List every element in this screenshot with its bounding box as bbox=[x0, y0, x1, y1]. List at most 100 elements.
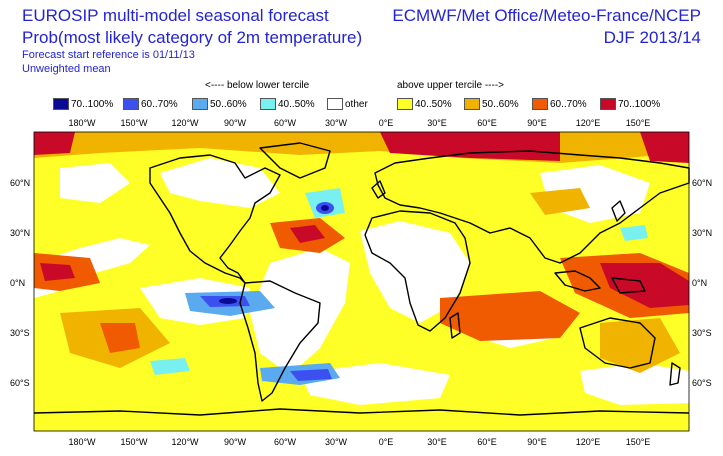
legend-item: 40..50% bbox=[397, 97, 452, 111]
warm-region bbox=[530, 188, 590, 215]
indonesia-coastline bbox=[554, 270, 601, 292]
lon-label: 90°W bbox=[224, 437, 247, 447]
lat-label: 60°N bbox=[10, 178, 30, 188]
legend-label: 40..50% bbox=[278, 98, 315, 110]
hot-region bbox=[40, 263, 75, 281]
warm-region bbox=[440, 291, 580, 341]
warm-region bbox=[100, 323, 140, 353]
madagascar-coastline bbox=[449, 312, 461, 339]
white-region bbox=[360, 221, 470, 323]
legend-swatch bbox=[464, 98, 480, 110]
legend-item: 70..100% bbox=[600, 97, 660, 111]
british-isles-coastline bbox=[371, 180, 386, 199]
lon-label: 30°E bbox=[427, 437, 447, 447]
legend-item: 40..50% bbox=[260, 97, 315, 111]
white-region bbox=[300, 363, 450, 405]
lat-labels-left: 60°N 30°N 0°N 30°S 60°S bbox=[10, 178, 30, 388]
legend-item: 60..70% bbox=[123, 97, 178, 111]
antarctica-coastline bbox=[33, 408, 690, 416]
eurasia-coastline bbox=[374, 150, 690, 264]
map-subtitle: Prob(most likely category of 2m temperat… bbox=[22, 28, 363, 47]
warm-region bbox=[600, 318, 680, 373]
lon-label: 60°E bbox=[477, 118, 497, 128]
south-america-coastline bbox=[239, 280, 321, 402]
forecast-season: DJF 2013/14 bbox=[603, 28, 701, 47]
lat-label: 60°S bbox=[10, 378, 30, 388]
lon-label: 150°E bbox=[626, 437, 651, 447]
lon-label: 30°E bbox=[427, 118, 447, 128]
coastlines bbox=[33, 142, 690, 416]
new-guinea-coastline bbox=[611, 277, 646, 294]
warm-regions bbox=[34, 132, 689, 373]
legend-swatch bbox=[397, 98, 413, 110]
legend-above-caption: above upper tercile ----> bbox=[397, 80, 504, 91]
map-area bbox=[33, 131, 690, 432]
lon-label: 150°W bbox=[120, 118, 148, 128]
lon-label: 30°W bbox=[325, 118, 348, 128]
legend-swatch bbox=[53, 98, 69, 110]
lon-label: 90°E bbox=[527, 437, 547, 447]
cold-region bbox=[219, 298, 237, 304]
lon-label: 180°W bbox=[68, 437, 96, 447]
cold-regions bbox=[150, 188, 648, 385]
lat-label: 30°N bbox=[10, 228, 30, 238]
cold-region bbox=[150, 358, 190, 375]
legend-label: 60..70% bbox=[141, 98, 178, 110]
lat-label: 30°S bbox=[10, 328, 30, 338]
lat-label: 60°S bbox=[692, 378, 712, 388]
lon-label: 120°E bbox=[576, 437, 601, 447]
lon-label: 90°W bbox=[224, 118, 247, 128]
lon-labels-bottom: 180°W 150°W 120°W 90°W 60°W 30°W 0°E 30°… bbox=[68, 437, 650, 447]
legend-item: 50..60% bbox=[192, 97, 247, 111]
legend-label: other bbox=[345, 98, 368, 110]
legend-swatch bbox=[192, 98, 208, 110]
lat-label: 30°N bbox=[692, 228, 712, 238]
lon-label: 30°W bbox=[325, 437, 348, 447]
forecast-centres: ECMWF/Met Office/Meteo-France/NCEP bbox=[392, 6, 701, 25]
legend-label: 70..100% bbox=[71, 98, 114, 110]
white-region bbox=[250, 248, 350, 375]
lon-label: 120°W bbox=[171, 437, 199, 447]
lon-label: 0°E bbox=[379, 437, 394, 447]
cold-region bbox=[290, 369, 332, 381]
legend-swatch bbox=[123, 98, 139, 110]
lon-label: 120°W bbox=[171, 118, 199, 128]
legend-swatch bbox=[600, 98, 616, 110]
cold-region bbox=[620, 225, 648, 241]
legend-swatch bbox=[532, 98, 548, 110]
hot-region bbox=[640, 132, 689, 163]
legend-item: other bbox=[327, 97, 368, 111]
legend-label: 60..70% bbox=[550, 98, 587, 110]
new-zealand-coastline bbox=[669, 362, 681, 386]
forecast-start-reference: Forecast start reference is 01/11/13 bbox=[22, 49, 195, 61]
weighting-note: Unweighted mean bbox=[22, 63, 111, 75]
lon-label: 90°E bbox=[527, 118, 547, 128]
lon-label: 60°W bbox=[274, 118, 297, 128]
hot-region bbox=[34, 132, 75, 155]
lon-label: 180°W bbox=[68, 118, 96, 128]
cold-region bbox=[321, 205, 329, 211]
africa-coastline bbox=[364, 210, 471, 332]
lon-label: 60°E bbox=[477, 437, 497, 447]
legend-below-caption: <---- below lower tercile bbox=[205, 80, 310, 91]
legend-label: 40..50% bbox=[415, 98, 452, 110]
white-region bbox=[160, 158, 280, 208]
lon-label: 0°E bbox=[379, 118, 394, 128]
lon-label: 150°W bbox=[120, 437, 148, 447]
japan-coastline bbox=[611, 200, 626, 222]
legend-label: 50..60% bbox=[210, 98, 247, 110]
world-map: 180°W 150°W 120°W 90°W 60°W 30°W 0°E 30°… bbox=[10, 118, 712, 447]
legend-swatch bbox=[260, 98, 276, 110]
color-legend: 70..100% 60..70% 50..60% 40..50% other 4… bbox=[0, 97, 723, 113]
hot-region bbox=[290, 225, 325, 243]
lon-label: 120°E bbox=[576, 118, 601, 128]
map-title: EUROSIP multi-model seasonal forecast bbox=[22, 6, 329, 25]
legend-item: 50..60% bbox=[464, 97, 519, 111]
white-region bbox=[60, 163, 130, 203]
lat-label: 0°N bbox=[10, 278, 25, 288]
white-region bbox=[580, 363, 689, 405]
lat-labels-right: 60°N 30°N 0°N 30°S 60°S bbox=[692, 178, 712, 388]
legend-label: 50..60% bbox=[482, 98, 519, 110]
australia-coastline bbox=[579, 317, 656, 369]
hot-region bbox=[380, 132, 560, 161]
